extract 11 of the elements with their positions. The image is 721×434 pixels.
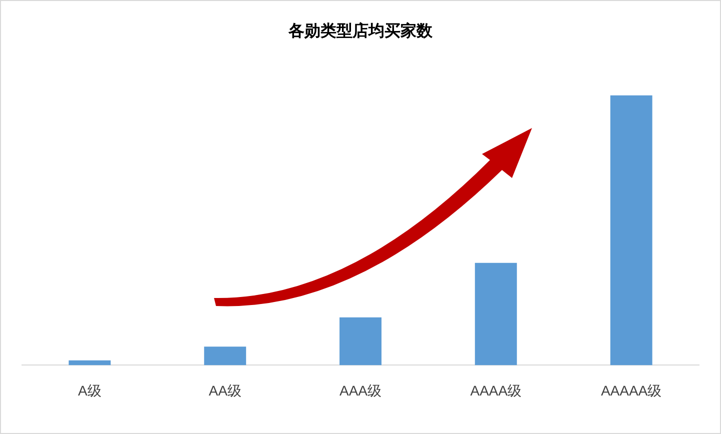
x-tick-label: AA级 <box>208 382 242 398</box>
chart-title: 各勋类型店均买家数 <box>288 21 434 40</box>
x-tick-label: AAA级 <box>339 382 382 398</box>
bar <box>68 360 111 366</box>
bar <box>204 346 246 366</box>
bar <box>474 262 517 366</box>
x-tick-label: A级 <box>78 382 102 398</box>
bar <box>610 95 652 366</box>
bar <box>340 317 382 366</box>
x-tick-label: AAAAA级 <box>600 382 662 398</box>
x-tick-label: AAAA级 <box>470 382 522 398</box>
